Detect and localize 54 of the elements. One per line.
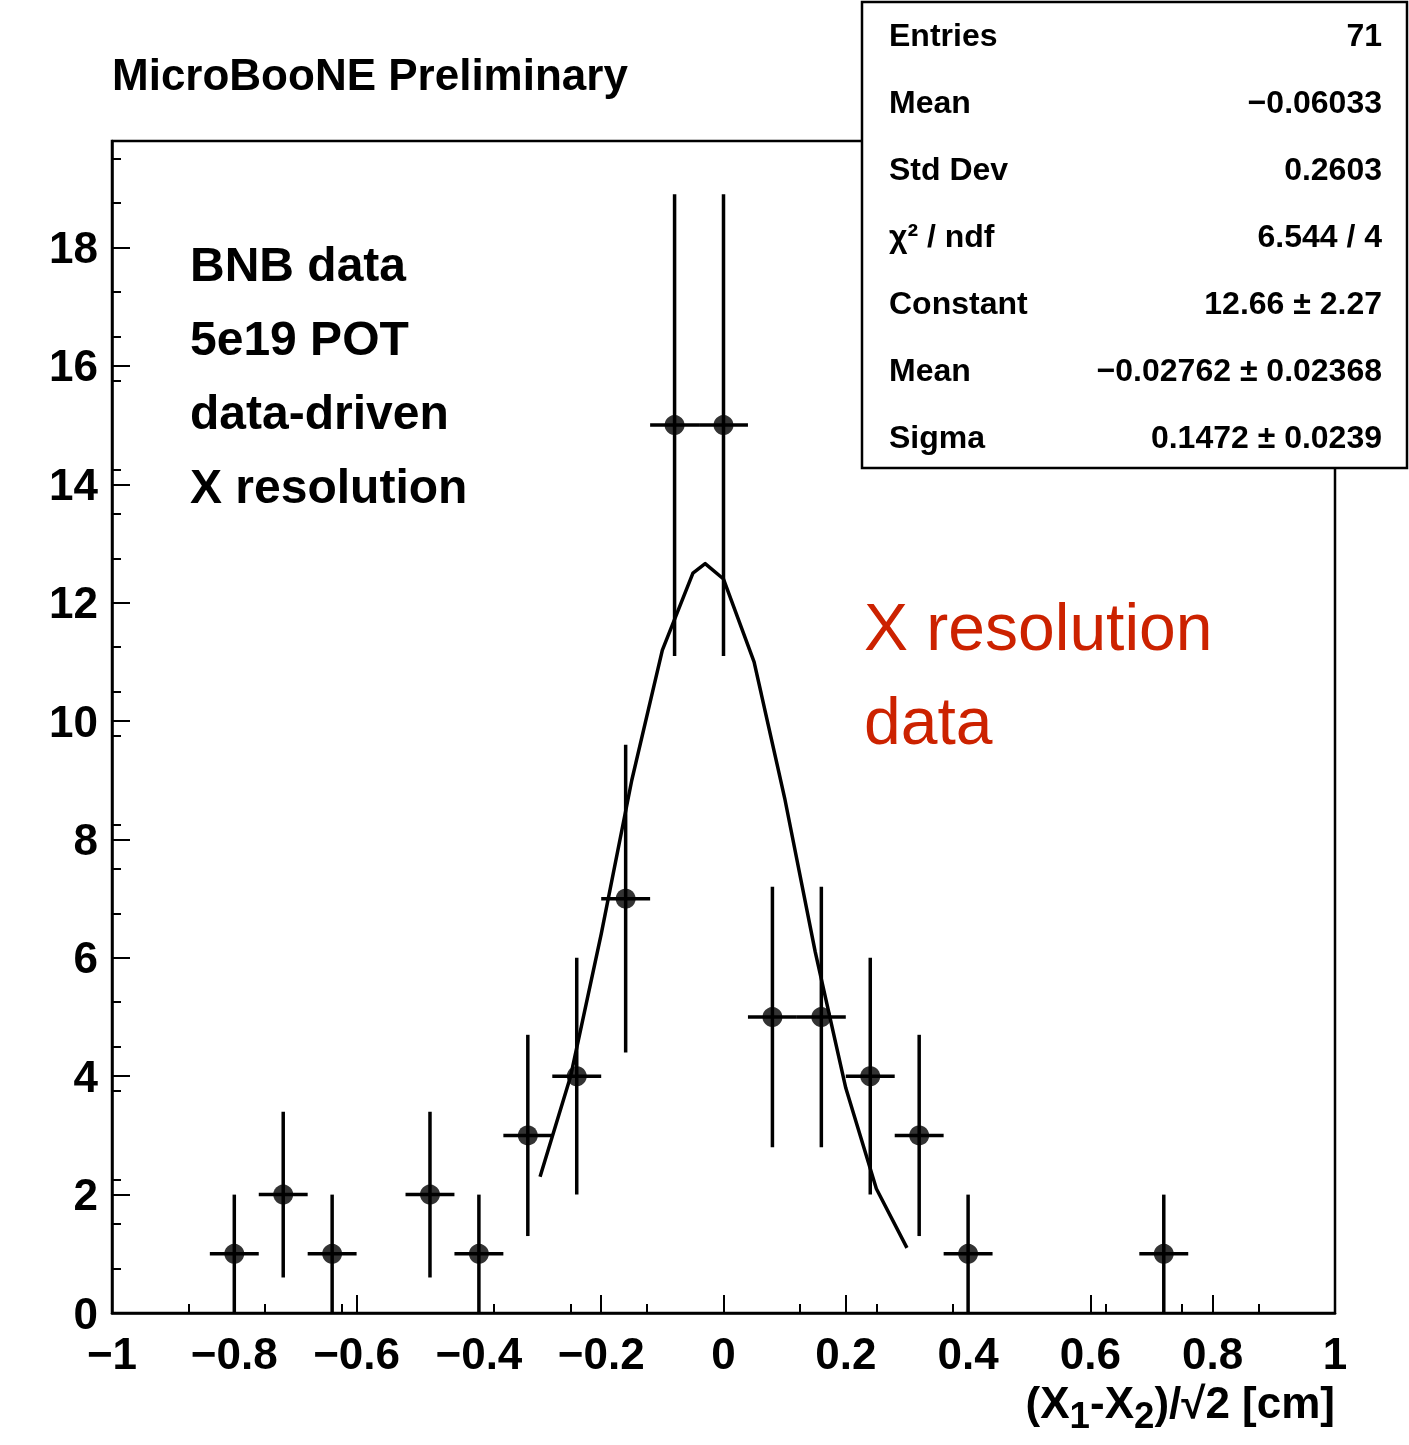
- y-tick-label: 18: [49, 223, 98, 273]
- y-tick-label: 14: [49, 459, 99, 509]
- point: [615, 888, 636, 909]
- annotation: X resolution data: [864, 590, 1213, 758]
- annotation: 6.544 / 4: [1257, 218, 1383, 254]
- x-tick-label: 0.4: [937, 1328, 1000, 1378]
- annotation: −0.02762 ± 0.02368: [1096, 352, 1382, 388]
- annotation: Std Dev: [889, 151, 1009, 187]
- annotation: 0.2603: [1284, 151, 1382, 187]
- text: Entries: [889, 17, 998, 53]
- x-tick-label: 0.2: [815, 1328, 877, 1378]
- y-tick-label: 16: [49, 341, 98, 391]
- annotation: X resolution: [190, 459, 468, 513]
- point: [713, 415, 734, 436]
- point: [762, 1007, 783, 1028]
- x-tick-label: −0.6: [313, 1328, 401, 1378]
- y-tick-label: 2: [73, 1170, 98, 1220]
- point: [273, 1184, 294, 1205]
- point: [860, 1066, 881, 1087]
- y-tick-label: 10: [49, 696, 98, 746]
- chart-title: MicroBooNE Preliminary: [112, 49, 629, 99]
- point: [224, 1243, 245, 1264]
- annotation: Constant: [889, 285, 1028, 321]
- point: [664, 415, 685, 436]
- text: −0.06033: [1247, 84, 1382, 120]
- x-axis-title: (X$_{1}$-X$_{2}$)/√2 [cm]: [1025, 1378, 1335, 1438]
- point: [517, 1125, 538, 1146]
- x-tick-label: −0.8: [190, 1328, 278, 1378]
- annotation: 5e19 POT: [190, 311, 409, 365]
- point: [958, 1243, 979, 1264]
- annotation: data-driven: [190, 385, 449, 439]
- annotation: 0.1472 ± 0.0239: [1150, 419, 1382, 455]
- annotation: χ² / ndf: [889, 218, 995, 254]
- point: [420, 1184, 440, 1205]
- x-tick-label: 1: [1322, 1328, 1348, 1378]
- x-tick-label: 0: [711, 1328, 736, 1378]
- y-tick-label: 12: [49, 578, 98, 628]
- annotation: 12.66 ± 2.27: [1204, 285, 1382, 321]
- annotation: BNB data: [190, 237, 407, 291]
- x-tick-label: −0.4: [435, 1328, 523, 1378]
- text: Mean: [889, 84, 971, 120]
- y-tick-label: 4: [73, 1051, 99, 1101]
- point: [468, 1243, 489, 1264]
- x-tick-label: −0.2: [557, 1328, 645, 1378]
- point: [322, 1243, 343, 1264]
- annotation: Mean: [889, 352, 971, 388]
- y-tick-label: 8: [73, 814, 98, 864]
- annotation: Sigma: [889, 419, 986, 455]
- x-tick-label: 0.6: [1059, 1328, 1121, 1378]
- point: [1153, 1243, 1174, 1264]
- y-tick-label: 6: [73, 933, 98, 983]
- x-tick-label: 0.8: [1182, 1328, 1244, 1378]
- text: 71: [1346, 17, 1382, 53]
- point: [909, 1125, 930, 1146]
